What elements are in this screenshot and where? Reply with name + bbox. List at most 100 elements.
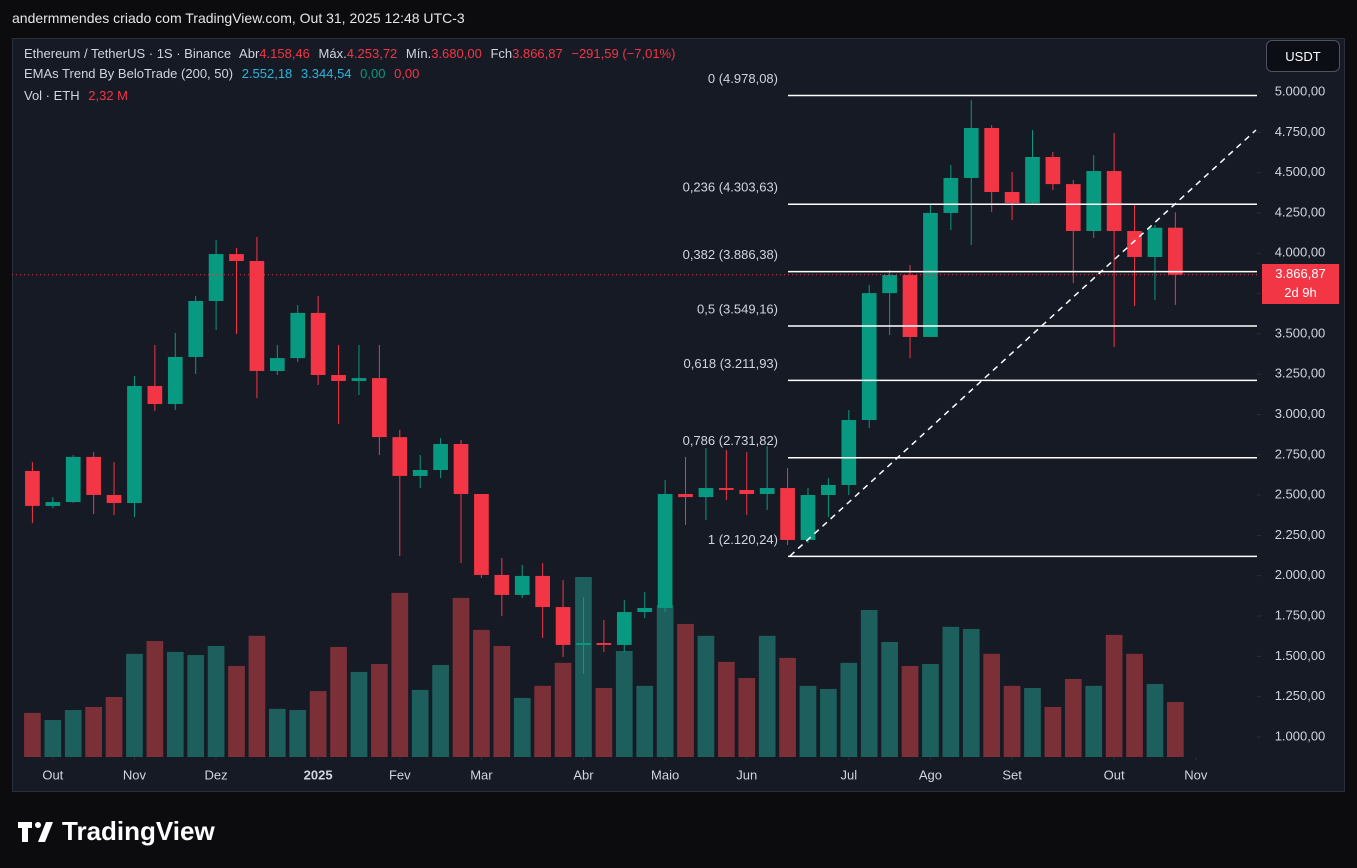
x-tick-label: Jul bbox=[840, 767, 857, 782]
volume-bar bbox=[64, 710, 82, 757]
candle-body bbox=[412, 469, 428, 476]
candle-body bbox=[147, 385, 163, 405]
logo: TradingView bbox=[18, 816, 215, 847]
volume-bar bbox=[473, 629, 490, 757]
vol-name: Vol · ETH bbox=[24, 88, 80, 103]
y-tick-label: 5.000,00 bbox=[1275, 83, 1326, 98]
low: 3.680,00 bbox=[431, 46, 482, 61]
candle-body bbox=[943, 177, 959, 213]
volume-bar bbox=[677, 623, 694, 757]
volume-bar bbox=[738, 678, 756, 757]
volume-bar bbox=[350, 671, 368, 757]
fib-label: 0,5 (3.549,16) bbox=[697, 301, 778, 316]
candle-body bbox=[800, 494, 816, 540]
candle-body bbox=[637, 608, 653, 613]
candle-body bbox=[718, 488, 734, 490]
y-tick-label: 1.250,00 bbox=[1275, 688, 1326, 703]
candle-body bbox=[433, 444, 448, 470]
volume-bar bbox=[962, 628, 980, 757]
volume-bar bbox=[922, 664, 939, 757]
volume-bar bbox=[615, 650, 633, 757]
y-tick-label: 4.500,00 bbox=[1275, 164, 1326, 179]
volume-bar bbox=[697, 635, 715, 757]
ema-value: 3.344,54 bbox=[300, 66, 352, 81]
y-tick-label: 2.750,00 bbox=[1275, 446, 1326, 461]
candle-body bbox=[678, 494, 693, 498]
candle-body bbox=[65, 456, 81, 503]
candle-body bbox=[882, 275, 897, 294]
symbol: Ethereum / TetherUS · 1S · Binance bbox=[24, 46, 232, 61]
candle-body bbox=[167, 356, 183, 405]
price-tag: 3.866,87 2d 9h bbox=[1262, 264, 1339, 304]
volume-bar bbox=[656, 604, 674, 757]
candle-body bbox=[269, 358, 285, 371]
y-tick-label: 3.000,00 bbox=[1275, 406, 1326, 421]
volume-bar bbox=[268, 708, 286, 757]
volume-bar bbox=[1064, 678, 1082, 757]
candle-body bbox=[821, 484, 836, 495]
candle-body bbox=[861, 293, 877, 420]
ema-value: 0,00 bbox=[360, 66, 386, 81]
candle-body bbox=[576, 642, 591, 645]
volume-bar bbox=[289, 710, 307, 757]
fib-label: 0,618 (3.211,93) bbox=[684, 356, 778, 371]
volume-bar bbox=[493, 646, 511, 757]
x-tick-label: Out bbox=[42, 767, 63, 782]
candle-body bbox=[1147, 227, 1163, 257]
volume-bar bbox=[534, 685, 552, 757]
x-tick-label: Out bbox=[1104, 767, 1125, 782]
legend-ema: EMAs Trend By BeloTrade (200, 50) 2.552,… bbox=[24, 66, 424, 81]
volume-bar bbox=[146, 641, 164, 757]
candle-body bbox=[963, 127, 979, 178]
logo-icon bbox=[18, 821, 53, 842]
volume-bar bbox=[1003, 685, 1021, 757]
low-label: Mín. bbox=[405, 46, 432, 61]
volume-bar bbox=[1024, 687, 1041, 757]
volume-bar bbox=[207, 646, 225, 757]
currency-button[interactable]: USDT bbox=[1266, 40, 1340, 72]
volume-bar bbox=[942, 626, 960, 757]
volume-bar bbox=[166, 651, 184, 757]
candle-body bbox=[249, 261, 265, 371]
candle-body bbox=[555, 607, 571, 645]
candle-body bbox=[474, 494, 489, 575]
x-tick-label: 2025 bbox=[304, 767, 333, 782]
volume-bar bbox=[636, 685, 654, 757]
candle-body bbox=[1025, 157, 1040, 203]
brand: TradingView bbox=[62, 816, 215, 846]
ema-name: EMAs Trend By BeloTrade (200, 50) bbox=[24, 66, 234, 81]
candle-body bbox=[494, 574, 510, 595]
volume-bar bbox=[248, 635, 266, 757]
candle-body bbox=[1045, 157, 1061, 185]
volume-bar bbox=[1085, 685, 1103, 757]
candle-body bbox=[657, 494, 673, 609]
y-tick-label: 3.250,00 bbox=[1275, 366, 1326, 381]
volume-bar bbox=[840, 662, 858, 757]
legend-symbol: Ethereum / TetherUS · 1S · Binance Abr4.… bbox=[24, 46, 680, 61]
candle-body bbox=[392, 437, 408, 476]
volume-bar bbox=[1146, 683, 1164, 757]
fib-label: 0,382 (3.886,38) bbox=[683, 247, 778, 262]
candle-body bbox=[514, 575, 530, 595]
last-price-label: 3.866,87 bbox=[1275, 266, 1326, 281]
candle-body bbox=[331, 375, 346, 381]
volume-bar bbox=[1167, 701, 1184, 757]
x-tick-label: Nov bbox=[123, 767, 147, 782]
volume-bar bbox=[411, 689, 429, 757]
volume-bar bbox=[391, 592, 409, 757]
fib-label: 0,786 (2.731,82) bbox=[683, 433, 778, 448]
candle-body bbox=[698, 488, 714, 498]
volume-bar bbox=[513, 697, 531, 757]
y-tick-label: 2.250,00 bbox=[1275, 527, 1326, 542]
volume-bar bbox=[1126, 653, 1143, 757]
volume-bar bbox=[820, 688, 837, 757]
candle-body bbox=[1127, 231, 1142, 257]
candle-body bbox=[596, 642, 612, 645]
volume-bar bbox=[860, 609, 878, 757]
candle-body bbox=[188, 300, 204, 357]
candle-body bbox=[372, 378, 387, 438]
x-tick-label: Dez bbox=[205, 767, 228, 782]
volume-bar bbox=[799, 685, 817, 757]
open: 4.158,46 bbox=[259, 46, 310, 61]
x-tick-label: Abr bbox=[573, 767, 594, 782]
